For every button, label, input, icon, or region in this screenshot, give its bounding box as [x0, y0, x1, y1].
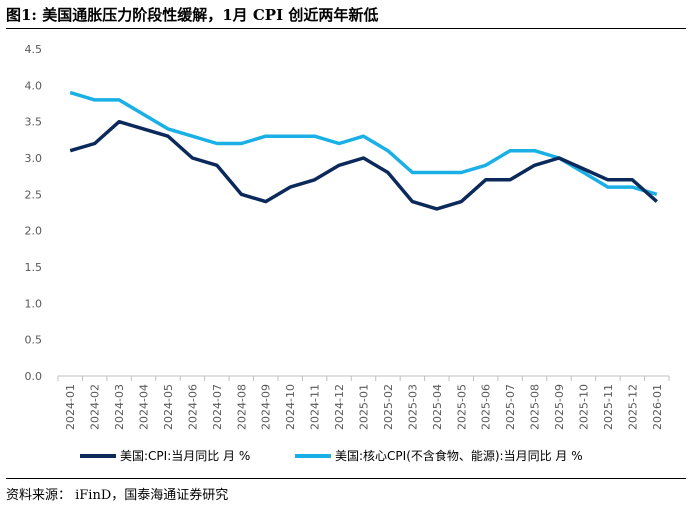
y-tick-label: 4.5	[25, 43, 43, 56]
chart-series	[69, 90, 658, 211]
x-tick-label: 2025-11	[602, 384, 615, 430]
legend-item-core-cpi: 美国:核心CPI(不含食物、能源):当月同比 月 %	[295, 447, 583, 464]
chart-axes: 0.0 0.5 1.0 1.5 2.0 2.5 3.0 3.5 4.0 4.5 2024-01 202…	[25, 43, 670, 430]
x-tick-label: 2025-01	[358, 384, 371, 430]
legend-swatch-cpi	[80, 453, 116, 458]
source-note: 资料来源： iFinD，国泰海通证券研究	[6, 488, 229, 503]
x-tick-label: 2024-03	[113, 384, 126, 430]
x-tick-label: 2025-07	[504, 384, 517, 430]
y-tick-label: 3.5	[25, 116, 43, 129]
legend-swatch-core-cpi	[295, 453, 331, 458]
x-tick-label: 2025-05	[455, 384, 468, 430]
x-tick-label: 2024-05	[162, 384, 175, 430]
x-tick-label: 2025-03	[406, 384, 419, 430]
figure-title: 图1: 美国通胀压力阶段性缓解，1月 CPI 创近两年新低	[6, 6, 379, 24]
legend-item-cpi: 美国:CPI:当月同比 月 %	[80, 447, 250, 464]
y-tick-label: 1.0	[25, 297, 43, 310]
x-tick-label: 2025-09	[553, 384, 566, 430]
x-tick-label: 2024-11	[309, 384, 322, 430]
y-tick-label: 2.0	[25, 225, 43, 238]
legend-label-cpi: 美国:CPI:当月同比 月 %	[120, 449, 251, 463]
x-tick-label: 2024-01	[64, 384, 77, 430]
legend: 美国:CPI:当月同比 月 % 美国:核心CPI(不含食物、能源):当月同比 月…	[0, 447, 691, 467]
x-tick-label: 2024-08	[235, 384, 248, 430]
x-tick-label: 2026-01	[651, 384, 664, 430]
y-tick-label: 0.0	[25, 370, 43, 383]
x-tick-label: 2025-12	[626, 384, 639, 430]
legend-label-core-cpi: 美国:核心CPI(不含食物、能源):当月同比 月 %	[335, 449, 583, 463]
x-tick-label: 2024-04	[138, 384, 151, 430]
x-tick-label: 2024-09	[260, 384, 273, 430]
series-line-cpi	[69, 119, 658, 211]
y-tick-label: 3.0	[25, 152, 43, 165]
source-divider	[6, 478, 686, 479]
x-tick-label: 2024-06	[186, 384, 199, 430]
line-chart: 0.0 0.5 1.0 1.5 2.0 2.5 3.0 3.5 4.0 4.5 2024-01 202…	[25, 43, 670, 430]
title-divider	[6, 28, 686, 29]
y-tick-label: 2.5	[25, 188, 43, 201]
y-tick-label: 4.0	[25, 79, 43, 92]
x-tick-label: 2024-10	[284, 384, 297, 430]
x-tick-label: 2025-10	[577, 384, 590, 430]
x-tick-label: 2024-12	[333, 384, 346, 430]
x-tick-label: 2024-02	[89, 384, 102, 430]
x-tick-label: 2025-02	[382, 384, 395, 430]
x-tick-label: 2025-04	[431, 384, 444, 430]
series-line-core-cpi	[69, 90, 658, 196]
x-tick-label: 2024-07	[211, 384, 224, 430]
x-tick-label: 2025-06	[480, 384, 493, 430]
y-tick-label: 1.5	[25, 261, 43, 274]
y-tick-label: 0.5	[25, 334, 43, 347]
x-tick-label: 2025-08	[529, 384, 542, 430]
